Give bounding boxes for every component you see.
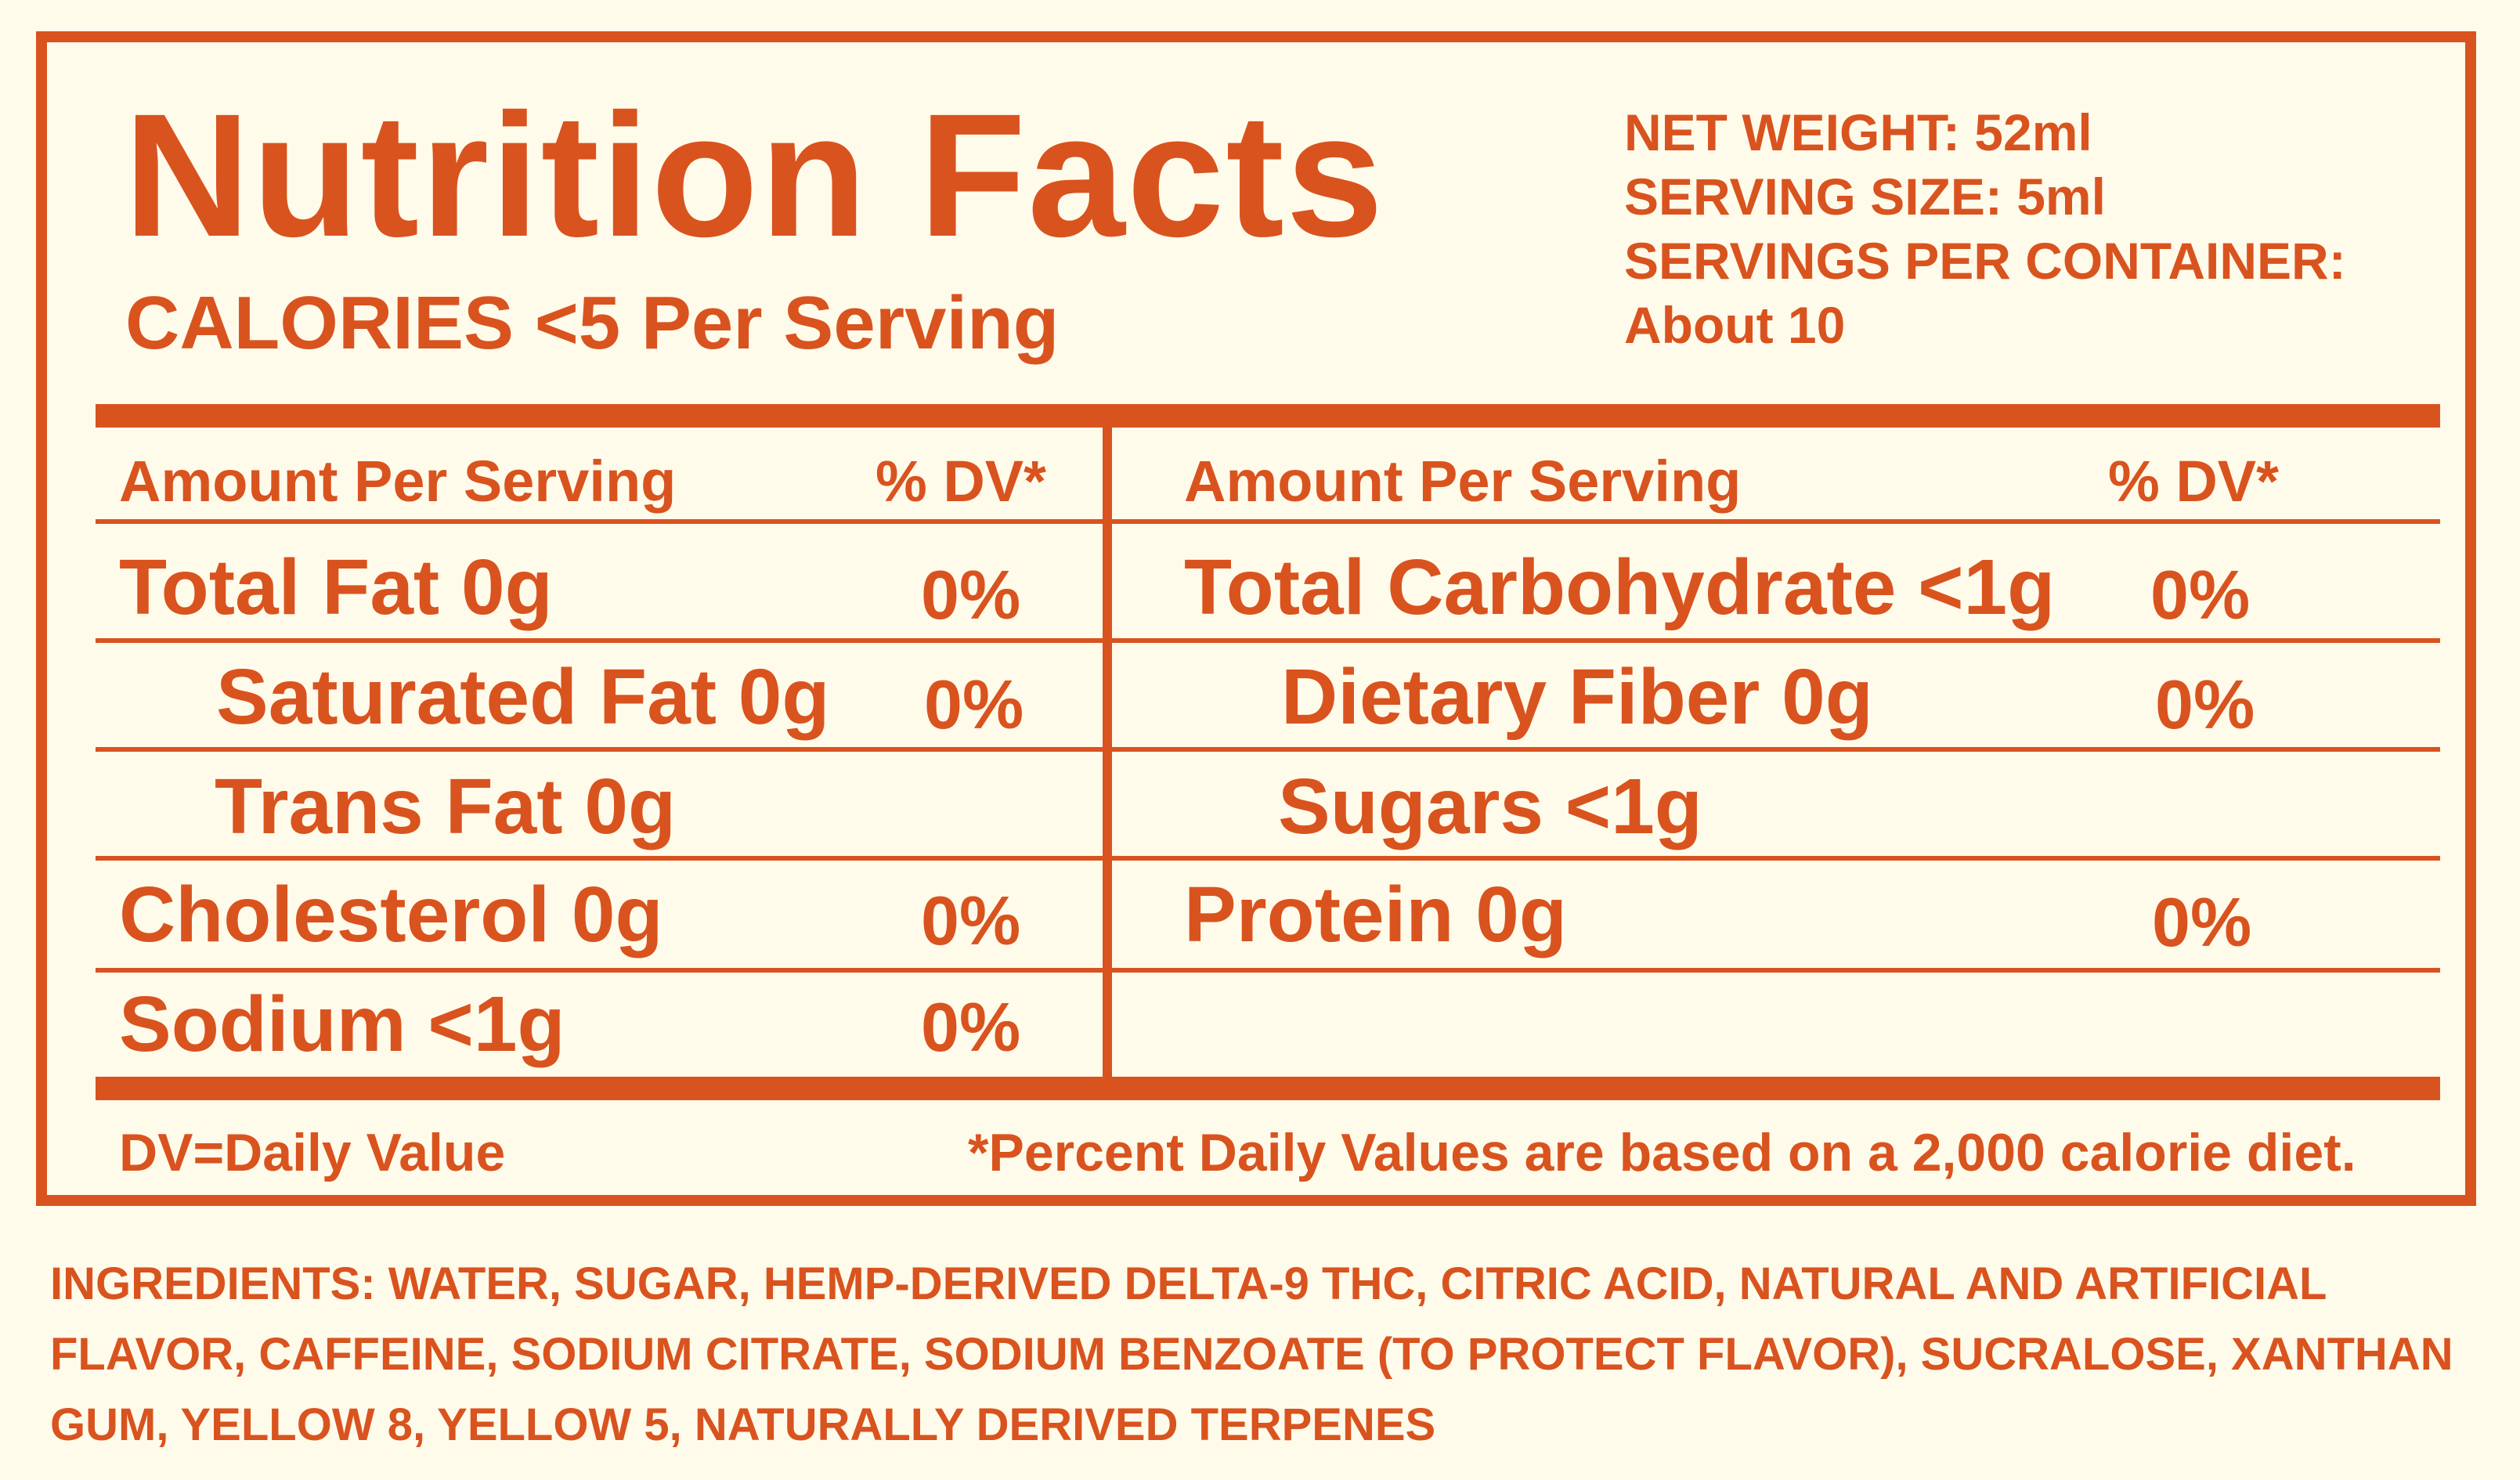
column-divider xyxy=(1103,428,1112,1077)
net-info: NET WEIGHT: 52ml SERVING SIZE: 5ml SERVI… xyxy=(1624,100,2346,357)
nutrient-trans-fat: Trans Fat 0g xyxy=(215,763,677,850)
dv-total-carbohydrate: 0% xyxy=(2150,556,2251,634)
left-row-rule xyxy=(96,968,1103,973)
nutrient-cholesterol: Cholesterol 0g xyxy=(119,871,663,958)
right-header-dv: % DV* xyxy=(2108,449,2279,514)
dv-cholesterol: 0% xyxy=(921,882,1021,959)
right-row-rule xyxy=(1112,968,2440,973)
right-row-rule xyxy=(1112,638,2440,643)
left-row-rule xyxy=(96,638,1103,643)
dv-dietary-fiber: 0% xyxy=(2155,666,2255,743)
nutrient-total-carbohydrate: Total Carbohydrate <1g xyxy=(1184,543,2056,631)
left-header-rule xyxy=(96,519,1103,524)
nutrient-saturated-fat: Saturated Fat 0g xyxy=(216,653,830,741)
dv-protein: 0% xyxy=(2152,883,2252,961)
right-row-rule xyxy=(1112,747,2440,752)
nutrition-label-border xyxy=(36,31,2476,1206)
calories-per-serving: CALORIES <5 Per Serving xyxy=(125,281,1060,365)
net-weight: NET WEIGHT: 52ml xyxy=(1624,103,2092,161)
right-row-rule xyxy=(1112,856,2440,861)
nutrient-sodium: Sodium <1g xyxy=(119,980,565,1068)
right-header-rule xyxy=(1112,519,2440,524)
ingredients-list: INGREDIENTS: WATER, SUGAR, HEMP-DERIVED … xyxy=(50,1258,2453,1450)
top-thick-divider xyxy=(96,404,2440,428)
nutrient-total-fat: Total Fat 0g xyxy=(119,543,553,631)
nutrient-protein: Protein 0g xyxy=(1184,871,1567,958)
right-header-amount: Amount Per Serving xyxy=(1184,449,1742,514)
percent-daily-value-note: *Percent Daily Values are based on a 2,0… xyxy=(968,1123,2356,1182)
servings-value: About 10 xyxy=(1624,296,1846,354)
nutrition-facts-title: Nutrition Facts xyxy=(124,78,1385,273)
nutrient-sugars: Sugars <1g xyxy=(1278,763,1702,850)
dv-sodium: 0% xyxy=(921,988,1021,1066)
dv-definition: DV=Daily Value xyxy=(119,1123,506,1182)
left-header-amount: Amount Per Serving xyxy=(119,449,677,514)
dv-total-fat: 0% xyxy=(921,556,1021,634)
bottom-thick-divider xyxy=(96,1077,2440,1100)
servings-per-container: SERVINGS PER CONTAINER: xyxy=(1624,232,2346,290)
left-header-dv: % DV* xyxy=(876,449,1046,514)
left-row-rule xyxy=(96,747,1103,752)
nutrient-dietary-fiber: Dietary Fiber 0g xyxy=(1281,653,1873,741)
dv-saturated-fat: 0% xyxy=(924,666,1024,743)
left-row-rule xyxy=(96,856,1103,861)
serving-size: SERVING SIZE: 5ml xyxy=(1624,168,2106,226)
